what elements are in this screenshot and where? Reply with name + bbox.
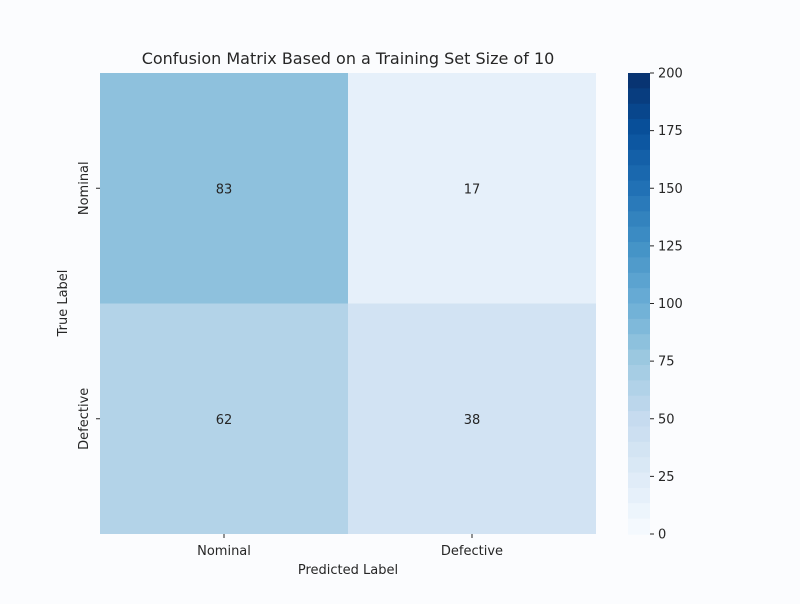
colorbar-segment [628,334,650,351]
colorbar-segment [628,73,650,89]
x-tick-label: Defective [441,544,503,559]
colorbar-tick-label: 100 [658,297,683,312]
colorbar-segment [628,318,650,335]
colorbar-segment [628,257,650,274]
colorbar-segment [628,149,650,166]
heatmap-cell [348,73,596,304]
colorbar-tick-label: 75 [658,355,675,370]
colorbar-tick-label: 175 [658,124,683,139]
x-axis-label: Predicted Label [298,563,398,578]
colorbar-segment [628,303,650,320]
colorbar-segment [628,226,650,243]
cell-value-label: 62 [216,413,233,428]
colorbar-segment [628,134,650,151]
colorbar-segment [628,395,650,412]
heatmap-cell [348,303,596,534]
colorbar-tick-label: 25 [658,470,675,485]
heatmap-cell [100,73,348,304]
colorbar-segment [628,165,650,182]
colorbar-segment [628,518,650,535]
colorbar-segment [628,88,650,105]
colorbar-segment [628,242,650,258]
y-axis-ticks: Nominal Defective [77,161,100,450]
colorbar-segment [628,441,650,458]
colorbar-segment [628,195,650,212]
colorbar-segment [628,503,650,520]
cell-value-label: 17 [464,182,481,197]
colorbar-tick-label: 125 [658,239,683,254]
colorbar-segment [628,211,650,228]
cell-value-label: 83 [216,182,233,197]
chart-title: Confusion Matrix Based on a Training Set… [142,49,555,68]
colorbar-segment [628,487,650,504]
colorbar-segment [628,180,650,197]
colorbar-segment [628,103,650,120]
heatmap-cell [100,303,348,534]
colorbar-segment [628,349,650,366]
colorbar-tick-label: 150 [658,182,683,197]
heatmap-cells [100,73,596,534]
colorbar-segment [628,380,650,397]
colorbar-ticks: 0 25 50 75 100 125 150 175 200 [650,67,683,543]
colorbar-segment [628,119,650,136]
colorbar-segment [628,272,650,289]
colorbar-segment [628,364,650,381]
colorbar-segment [628,472,650,489]
colorbar-segment [628,426,650,443]
x-tick-label: Nominal [197,544,251,559]
colorbar [628,73,650,535]
colorbar-tick-label: 0 [658,528,666,543]
colorbar-segment [628,411,650,428]
x-axis-ticks: Nominal Defective [197,534,503,559]
y-tick-label: Defective [77,388,92,450]
colorbar-segment [628,288,650,305]
colorbar-segment [628,457,650,474]
colorbar-tick-label: 50 [658,412,675,427]
y-tick-label: Nominal [77,161,92,215]
y-axis-label: True Label [56,270,71,338]
cell-value-labels: 83 17 62 38 [216,182,481,428]
cell-value-label: 38 [464,413,481,428]
colorbar-tick-label: 200 [658,67,683,82]
